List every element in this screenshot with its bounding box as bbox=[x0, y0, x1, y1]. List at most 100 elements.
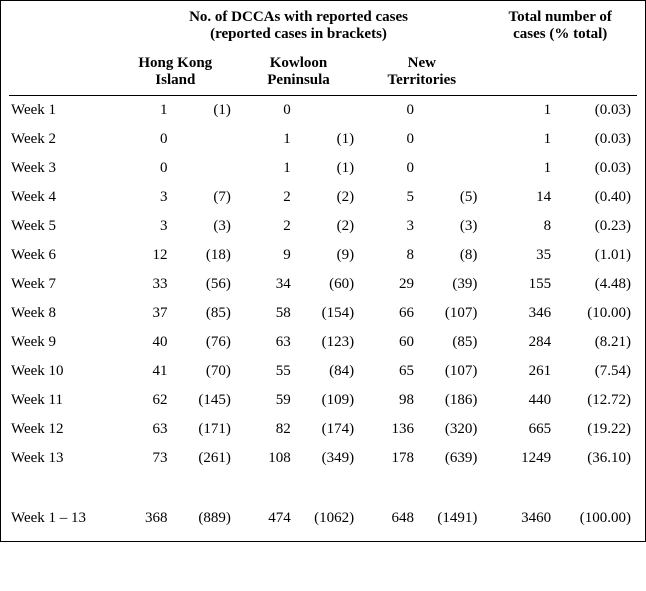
kl-cases bbox=[293, 96, 360, 125]
kl-cases: (349) bbox=[293, 444, 360, 473]
kl-count: 9 bbox=[237, 241, 293, 270]
total-count: 155 bbox=[483, 270, 553, 299]
table-row: Week 301(1)01(0.03) bbox=[9, 154, 637, 183]
kl-count: 1 bbox=[237, 154, 293, 183]
header-main2b: cases (% total) bbox=[513, 26, 607, 42]
total-percent: (36.10) bbox=[553, 444, 637, 473]
hk-cases: (7) bbox=[169, 183, 236, 212]
total-percent: (0.23) bbox=[553, 212, 637, 241]
kl-count: 63 bbox=[237, 328, 293, 357]
week-label: Week 5 bbox=[9, 212, 114, 241]
nt-cases: (639) bbox=[416, 444, 483, 473]
week-label: Week 9 bbox=[9, 328, 114, 357]
dcca-table-container: No. of DCCAs with reported cases (report… bbox=[0, 0, 646, 542]
kl-count: 108 bbox=[237, 444, 293, 473]
nt-cases: (107) bbox=[416, 357, 483, 386]
kl-count: 1 bbox=[237, 125, 293, 154]
nt-count: 5 bbox=[360, 183, 416, 212]
hk-count: 33 bbox=[114, 270, 170, 299]
table-row: Week 53(3)2(2)3(3)8(0.23) bbox=[9, 212, 637, 241]
kl-cases: (9) bbox=[293, 241, 360, 270]
hk-cases: (1) bbox=[169, 96, 236, 125]
total-percent: (10.00) bbox=[553, 299, 637, 328]
week-label: Week 1 – 13 bbox=[9, 504, 114, 533]
total-count: 1249 bbox=[483, 444, 553, 473]
total-count: 35 bbox=[483, 241, 553, 270]
nt-count: 29 bbox=[360, 270, 416, 299]
week-label: Week 13 bbox=[9, 444, 114, 473]
nt-count: 136 bbox=[360, 415, 416, 444]
table-row: Week 837(85)58(154)66(107)346(10.00) bbox=[9, 299, 637, 328]
nt-cases bbox=[416, 96, 483, 125]
header-row-2: Hong Kong Island Kowloon Peninsula New T… bbox=[9, 47, 637, 96]
hk-count: 368 bbox=[114, 504, 170, 533]
kl-count: 2 bbox=[237, 183, 293, 212]
kl-cases: (2) bbox=[293, 212, 360, 241]
kl-count: 55 bbox=[237, 357, 293, 386]
total-count: 8 bbox=[483, 212, 553, 241]
hk-cases: (145) bbox=[169, 386, 236, 415]
total-percent: (0.03) bbox=[553, 96, 637, 125]
total-percent: (12.72) bbox=[553, 386, 637, 415]
nt-count: 0 bbox=[360, 96, 416, 125]
total-count: 665 bbox=[483, 415, 553, 444]
week-label: Week 2 bbox=[9, 125, 114, 154]
total-count: 440 bbox=[483, 386, 553, 415]
table-row: Week 11(1)001(0.03) bbox=[9, 96, 637, 125]
hk-count: 73 bbox=[114, 444, 170, 473]
header-row-1: No. of DCCAs with reported cases (report… bbox=[9, 5, 637, 47]
kl-cases: (60) bbox=[293, 270, 360, 299]
total-count: 261 bbox=[483, 357, 553, 386]
nt-cases: (320) bbox=[416, 415, 483, 444]
total-percent: (4.48) bbox=[553, 270, 637, 299]
kl-count: 474 bbox=[237, 504, 293, 533]
nt-count: 60 bbox=[360, 328, 416, 357]
table-body: Week 11(1)001(0.03)Week 201(1)01(0.03)We… bbox=[9, 96, 637, 534]
total-percent: (7.54) bbox=[553, 357, 637, 386]
kl-cases: (109) bbox=[293, 386, 360, 415]
hk-count: 41 bbox=[114, 357, 170, 386]
nt-count: 0 bbox=[360, 125, 416, 154]
kl-cases: (2) bbox=[293, 183, 360, 212]
week-label: Week 3 bbox=[9, 154, 114, 183]
hk-count: 62 bbox=[114, 386, 170, 415]
header-main1: No. of DCCAs with reported cases bbox=[189, 9, 408, 25]
kl-count: 2 bbox=[237, 212, 293, 241]
hk-count: 1 bbox=[114, 96, 170, 125]
total-percent: (100.00) bbox=[553, 504, 637, 533]
table-row: Week 1263(171)82(174)136(320)665(19.22) bbox=[9, 415, 637, 444]
table-row: Week 1 – 13368(889)474(1062)648(1491)346… bbox=[9, 504, 637, 533]
dcca-table: No. of DCCAs with reported cases (report… bbox=[9, 5, 637, 533]
hk-count: 3 bbox=[114, 183, 170, 212]
nt-count: 3 bbox=[360, 212, 416, 241]
table-row: Week 201(1)01(0.03) bbox=[9, 125, 637, 154]
header-region-nt: New Territories bbox=[360, 47, 483, 96]
total-count: 3460 bbox=[483, 504, 553, 533]
total-percent: (0.03) bbox=[553, 125, 637, 154]
kl-cases: (154) bbox=[293, 299, 360, 328]
hk-cases: (889) bbox=[169, 504, 236, 533]
nt-cases: (85) bbox=[416, 328, 483, 357]
week-label: Week 12 bbox=[9, 415, 114, 444]
nt-count: 8 bbox=[360, 241, 416, 270]
hk-cases: (76) bbox=[169, 328, 236, 357]
total-count: 1 bbox=[483, 96, 553, 125]
nt-count: 648 bbox=[360, 504, 416, 533]
total-count: 346 bbox=[483, 299, 553, 328]
hk-count: 0 bbox=[114, 125, 170, 154]
kl-count: 58 bbox=[237, 299, 293, 328]
week-label: Week 1 bbox=[9, 96, 114, 125]
nt-count: 178 bbox=[360, 444, 416, 473]
hk-cases: (56) bbox=[169, 270, 236, 299]
week-label: Week 4 bbox=[9, 183, 114, 212]
kl-count: 82 bbox=[237, 415, 293, 444]
kl-count: 0 bbox=[237, 96, 293, 125]
week-label: Week 7 bbox=[9, 270, 114, 299]
header-total: Total number of cases (% total) bbox=[483, 5, 637, 47]
header-main1b: (reported cases in brackets) bbox=[210, 26, 387, 42]
table-row: Week 1041(70)55(84)65(107)261(7.54) bbox=[9, 357, 637, 386]
header-region-hk: Hong Kong Island bbox=[114, 47, 237, 96]
total-count: 1 bbox=[483, 125, 553, 154]
hk-count: 40 bbox=[114, 328, 170, 357]
nt-cases: (3) bbox=[416, 212, 483, 241]
